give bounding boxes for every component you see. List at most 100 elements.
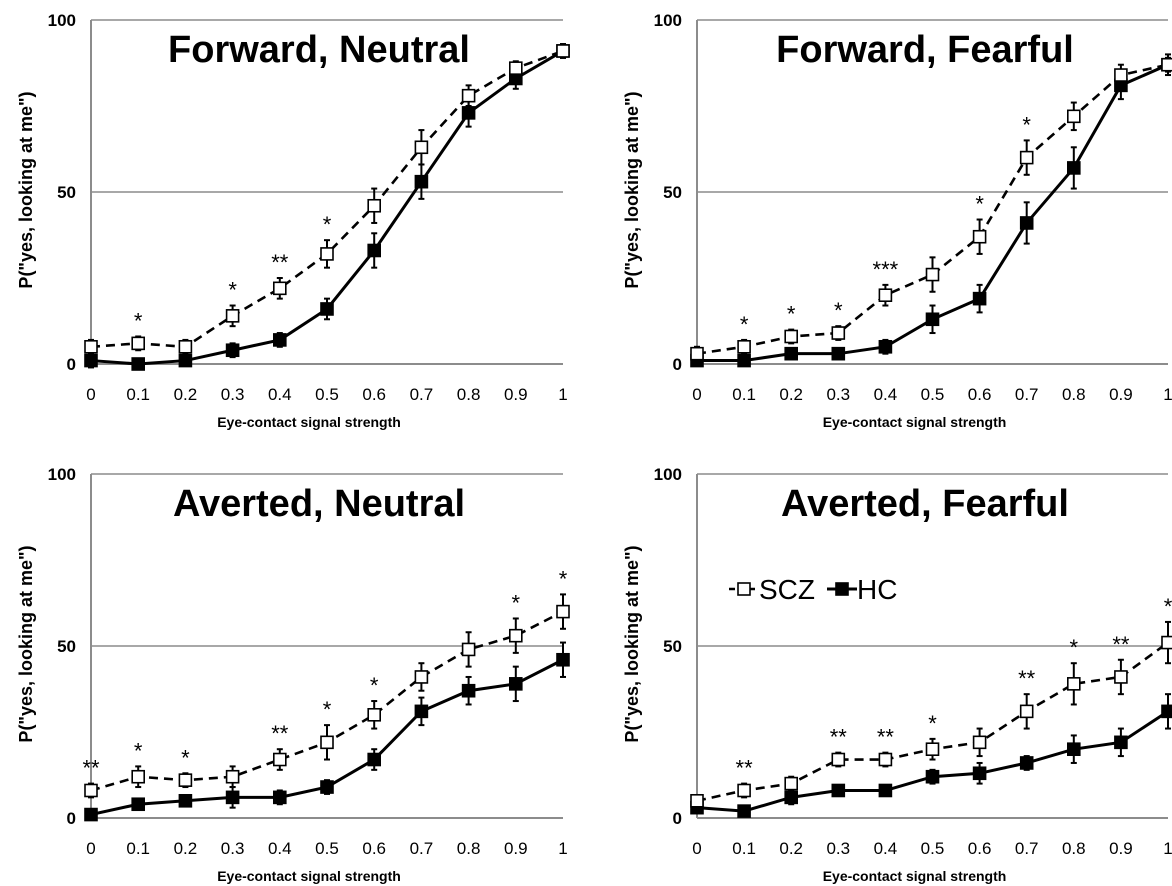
y-tick-label: 50: [57, 637, 76, 656]
x-tick-label: 0.1: [732, 839, 756, 858]
data-point-scz: [1161, 57, 1172, 72]
legend-swatch-marker: [835, 582, 849, 596]
significance-marker: *: [370, 673, 379, 698]
data-point-scz: [878, 288, 893, 303]
data-point-scz: [784, 329, 799, 344]
data-point-scz: [461, 88, 476, 103]
data-point-scz: [508, 628, 523, 643]
x-tick-label: 0.2: [174, 385, 198, 404]
x-tick-label: 0.2: [779, 839, 803, 858]
data-point-scz: [414, 670, 429, 684]
data-point-scz: [737, 783, 751, 798]
legend-label: HC: [857, 574, 897, 605]
data-point-hc: [1019, 216, 1034, 230]
y-axis-title: P("yes, looking at me"): [16, 91, 36, 288]
x-tick-label: 0: [86, 385, 95, 404]
data-point-scz: [367, 198, 382, 213]
data-point-hc: [878, 339, 893, 354]
x-tick-label: 1: [558, 839, 567, 858]
data-point-hc: [461, 106, 476, 120]
legend: SCZ HC: [729, 574, 897, 605]
x-tick-label: 0.1: [732, 385, 756, 404]
data-point-hc: [1019, 756, 1034, 770]
x-tick-label: 0.9: [504, 839, 528, 858]
data-point-scz: [972, 229, 987, 244]
x-tick-label: 0.8: [457, 839, 481, 858]
data-point-hc: [556, 652, 570, 667]
x-tick-label: 0.7: [410, 385, 434, 404]
data-point-scz: [367, 707, 382, 722]
chart-panel-2: 0 50 100 0 0.1 0.2 0.3 0.4 0.5 0.6 0.7 0.8 0.9 1 Eye-c…: [622, 11, 1172, 430]
significance-marker: **: [1018, 666, 1036, 691]
data-point-scz: [320, 247, 334, 261]
x-tick-label: 0.9: [1109, 385, 1133, 404]
y-axis-title: P("yes, looking at me"): [16, 545, 36, 742]
data-point-scz: [320, 735, 334, 750]
data-point-hc: [131, 797, 145, 812]
x-tick-label: 0.6: [362, 385, 386, 404]
x-tick-label: 0.6: [362, 839, 386, 858]
data-point-scz: [414, 140, 429, 155]
significance-marker: *: [1022, 112, 1031, 137]
data-point-scz: [84, 783, 98, 798]
x-tick-label: 0: [86, 839, 95, 858]
data-point-scz: [1161, 635, 1172, 650]
significance-marker: *: [228, 278, 237, 303]
y-tick-label: 0: [67, 809, 76, 828]
x-tick-label: 0.3: [221, 839, 245, 858]
data-point-hc: [878, 783, 893, 798]
data-point-scz: [272, 281, 287, 296]
y-tick-label: 50: [57, 183, 76, 202]
significance-marker: *: [559, 566, 568, 591]
data-point-scz: [1019, 704, 1034, 719]
x-tick-label: 0.5: [921, 839, 945, 858]
significance-marker: *: [323, 212, 332, 237]
data-point-hc: [1067, 161, 1081, 175]
data-point-hc: [131, 357, 145, 371]
y-tick-label: 100: [654, 465, 682, 484]
significance-marker: *: [740, 312, 749, 337]
x-tick-label: 0.4: [268, 385, 292, 404]
chart-title: Forward, Neutral: [168, 29, 470, 71]
data-point-scz: [131, 336, 145, 351]
chart-panel-4: 0 50 100 0 0.1 0.2 0.3 0.4 0.5 0.6 0.7 0.8 0.9 1 Eye-c…: [622, 465, 1172, 884]
x-tick-label: 0.9: [1109, 839, 1133, 858]
data-point-hc: [972, 766, 987, 781]
data-point-scz: [556, 44, 570, 58]
data-point-hc: [925, 769, 940, 784]
data-point-scz: [461, 642, 476, 657]
data-point-hc: [367, 243, 382, 258]
data-point-hc: [784, 346, 799, 361]
data-point-scz: [131, 769, 145, 784]
data-point-scz: [878, 752, 893, 767]
data-point-scz: [737, 339, 751, 354]
x-axis-title: Eye-contact signal strength: [823, 868, 1007, 884]
significance-marker: **: [736, 756, 754, 781]
data-point-scz: [272, 752, 287, 767]
x-tick-label: 0.5: [315, 385, 339, 404]
data-point-hc: [508, 677, 523, 691]
x-axis-title: Eye-contact signal strength: [217, 414, 401, 430]
significance-marker: *: [134, 308, 143, 333]
x-tick-label: 0.3: [221, 385, 245, 404]
y-axis-title: P("yes, looking at me"): [622, 91, 642, 288]
y-tick-label: 100: [48, 11, 76, 30]
data-point-hc: [461, 683, 476, 698]
data-point-scz: [178, 339, 193, 354]
significance-marker: *: [928, 711, 937, 736]
data-point-scz: [925, 742, 940, 757]
significance-marker: **: [82, 756, 100, 781]
x-tick-label: 0.8: [1062, 839, 1086, 858]
y-tick-label: 0: [673, 809, 682, 828]
chart-title: Averted, Neutral: [173, 483, 465, 525]
x-axis-title: Eye-contact signal strength: [823, 414, 1007, 430]
y-tick-label: 50: [663, 183, 682, 202]
chart-panel-3: 0 50 100 0 0.1 0.2 0.3 0.4 0.5 0.6 0.7 0.8 0.9 1 Eye-c…: [16, 465, 570, 884]
significance-marker: *: [787, 302, 796, 327]
data-point-hc: [225, 790, 240, 805]
x-tick-label: 0.7: [1015, 385, 1039, 404]
data-point-scz: [690, 346, 704, 361]
data-point-hc: [831, 346, 846, 361]
x-tick-label: 1: [1163, 839, 1172, 858]
x-tick-label: 0.8: [457, 385, 481, 404]
